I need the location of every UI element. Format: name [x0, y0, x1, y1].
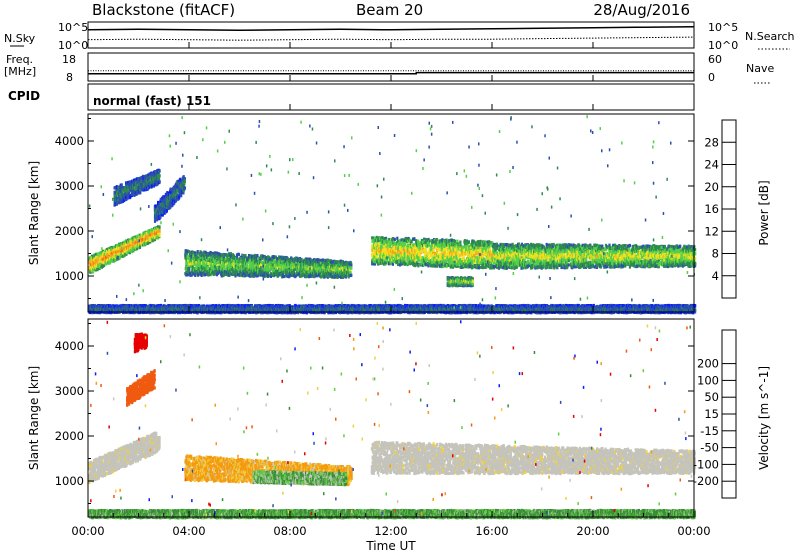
scatter-cell-power-data-2 — [159, 216, 161, 219]
scatter-cell-power-data-3 — [197, 250, 199, 253]
scatter-cell-power-data-1 — [159, 169, 161, 172]
cpid-row: CPID normal (fast) 151 — [8, 84, 694, 110]
cpid-label: CPID — [8, 89, 40, 103]
scatter-cell-power-data-1 — [158, 177, 160, 180]
freq-tick-8: 8 — [66, 71, 73, 84]
noise-top-tick-right: 10^5 — [708, 21, 738, 34]
scatter-cell-power-data-3 — [301, 258, 303, 261]
scatter-cell-power-data-0 — [96, 268, 98, 271]
frequency-panel: Freq. [MHz] 18 8 60 0 Nave — [4, 53, 774, 84]
nsearch-line — [88, 37, 694, 40]
scatter-cell-power-data-0 — [158, 234, 160, 237]
nsky-label: N.Sky — [4, 32, 36, 45]
scatter-cell-power-data-2 — [184, 186, 186, 189]
scatter-cell-power-data-0 — [139, 246, 141, 249]
noise-bottom-tick-right: 10^0 — [708, 39, 738, 52]
scatter-cell-power-data-3 — [238, 253, 240, 256]
scatter-cell-power-data-1 — [159, 174, 161, 177]
noise-bottom-tick-left: 10^0 — [58, 39, 88, 52]
beam-title: Beam 20 — [356, 1, 423, 19]
scatter-cell-power-data-1 — [159, 180, 161, 183]
scatter-cell-power-data-3 — [197, 274, 199, 277]
scatter-cell-power-data-3 — [350, 274, 352, 277]
date-title: 28/Aug/2016 — [593, 1, 690, 19]
freq-label-line2: [MHz] — [4, 65, 36, 78]
nsearch-label: N.Search — [745, 30, 795, 43]
nave-tick-60: 60 — [708, 53, 722, 66]
scatter-cell-power-data-3 — [350, 267, 352, 270]
nave-label: Nave — [746, 62, 774, 75]
noise-panel: N.Sky 10^5 10^0 10^5 10^0 N.Search — [4, 21, 795, 52]
noise-top-tick-left: 10^5 — [58, 21, 88, 34]
scatter-cell-power-data-1 — [139, 191, 141, 194]
cpid-value: normal (fast) 151 — [93, 94, 211, 108]
scatter-cell-power-data-0 — [158, 229, 160, 232]
scatter-cell-power-data-2 — [162, 214, 164, 217]
power-data — [88, 115, 696, 314]
frequency-line — [88, 73, 694, 74]
scatter-cell-power-data-1 — [126, 197, 128, 200]
freq-tick-18: 18 — [62, 53, 76, 66]
scatter-cell-power-data-4 — [380, 262, 382, 265]
scatter-cell-power-data-2 — [180, 194, 182, 197]
nsky-line — [88, 27, 694, 31]
scatter-cell-power-data-2 — [184, 180, 186, 183]
station-title: Blackstone (fitACF) — [92, 1, 235, 19]
scatter-cell-power-data-0 — [158, 225, 160, 228]
nave-tick-0: 0 — [708, 71, 715, 84]
